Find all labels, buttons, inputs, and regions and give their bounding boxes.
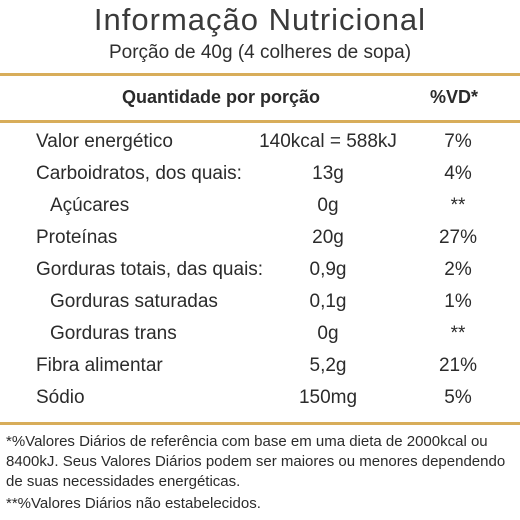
table-row: Proteínas 20g 27% (0, 227, 520, 258)
nutrient-dv: ** (450, 323, 466, 344)
nutrient-name: Carboidratos, dos quais: (36, 163, 242, 184)
divider-top (0, 73, 520, 76)
nutrient-dv: 1% (444, 291, 472, 312)
nutrient-amount: 0,9g (309, 259, 347, 280)
nutrient-name: Fibra alimentar (36, 355, 163, 376)
table-row: Açúcares 0g ** (0, 195, 520, 226)
column-header-quantity: Quantidade por porção (122, 87, 321, 107)
divider-bottom (0, 422, 520, 425)
nutrient-amount: 5,2g (309, 355, 347, 376)
footnote-reference: *%Valores Diários de referência com base… (6, 433, 506, 490)
nutrient-name: Gorduras trans (50, 323, 177, 344)
nutrient-name: Proteínas (36, 227, 118, 248)
nutrient-dv: 5% (444, 387, 472, 408)
nutrient-amount: 0g (317, 195, 339, 216)
nutrient-name: Sódio (36, 387, 85, 408)
table-row: Gorduras trans 0g ** (0, 323, 520, 354)
divider-header (0, 120, 520, 123)
page-title: Informação Nutricional (93, 2, 427, 37)
table-row: Valor energético 140kcal = 588kJ 7% (0, 131, 520, 162)
nutrient-name: Açúcares (50, 195, 130, 216)
nutrient-amount: 20g (312, 227, 344, 248)
nutrient-dv: 27% (438, 227, 478, 248)
nutrient-name: Gorduras saturadas (50, 291, 218, 312)
nutrient-dv: 4% (444, 163, 472, 184)
nutrient-name: Gorduras totais, das quais: (36, 259, 264, 280)
nutrient-amount: 13g (312, 163, 344, 184)
nutrient-amount: 0g (317, 323, 339, 344)
nutrient-dv: 7% (444, 131, 472, 152)
serving-size: Porção de 40g (4 colheres de sopa) (108, 42, 412, 63)
nutrient-amount: 150mg (298, 387, 358, 408)
column-header-dv: %VD* (430, 87, 479, 107)
nutrient-dv: ** (450, 195, 466, 216)
table-row: Sódio 150mg 5% (0, 387, 520, 418)
nutrient-dv: 2% (444, 259, 472, 280)
nutrient-amount: 0,1g (309, 291, 347, 312)
nutrient-dv: 21% (438, 355, 478, 376)
footnote-not-established: **%Valores Diários não estabelecidos. (6, 495, 261, 512)
nutrient-name: Valor energético (36, 131, 173, 152)
table-row: Gorduras totais, das quais: 0,9g 2% (0, 259, 520, 290)
nutrient-amount: 140kcal = 588kJ (259, 131, 397, 152)
table-row: Gorduras saturadas 0,1g 1% (0, 291, 520, 322)
table-row: Carboidratos, dos quais: 13g 4% (0, 163, 520, 194)
table-row: Fibra alimentar 5,2g 21% (0, 355, 520, 386)
